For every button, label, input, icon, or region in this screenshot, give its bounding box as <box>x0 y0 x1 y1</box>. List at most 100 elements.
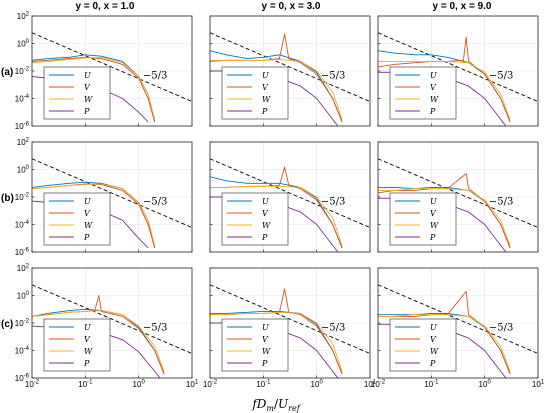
slope-label: −5/3 <box>489 196 513 207</box>
legend-label-v: V <box>84 335 91 344</box>
y-tick-label: 10-2 <box>15 193 30 203</box>
reference-slope-line <box>32 284 192 354</box>
x-axis-label-u: U <box>278 397 289 411</box>
x-tick-label: 100 <box>311 380 324 390</box>
slope-label: −5/3 <box>321 322 345 333</box>
legend-label-v: V <box>430 209 437 218</box>
legend-label-w: W <box>84 347 93 356</box>
reference-slope-line <box>210 32 370 102</box>
x-tick-label: 101 <box>532 380 545 390</box>
x-tick-label: 10-2 <box>371 380 386 390</box>
x-axis-label-sep: / <box>274 397 279 411</box>
y-tick-label: 100 <box>17 291 30 301</box>
legend-label-w: W <box>262 221 271 230</box>
panels-layer: −5/310-610-410-2100102UVWP−5/3UVWP−5/3UV… <box>15 12 545 390</box>
legend-label-w: W <box>84 221 93 230</box>
reference-slope-line <box>32 158 192 228</box>
slope-label: −5/3 <box>321 70 345 81</box>
legend-label-p: P <box>429 107 436 116</box>
row-label-b: (b) <box>1 193 14 204</box>
y-tick-label: 10-4 <box>15 220 30 230</box>
legend-box <box>389 66 457 120</box>
slope-label: −5/3 <box>143 70 167 81</box>
legend-label-u: U <box>430 323 437 332</box>
legend-box <box>43 318 111 372</box>
x-axis-label-ref: ref <box>288 404 302 413</box>
legend-label-w: W <box>430 347 439 356</box>
legend-label-u: U <box>430 71 437 80</box>
legend-box <box>43 192 111 246</box>
x-tick-label: 10-2 <box>203 380 218 390</box>
series-line-v <box>32 56 156 123</box>
legend-box <box>389 192 457 246</box>
legend-label-w: W <box>430 95 439 104</box>
legend-label-p: P <box>83 107 90 116</box>
y-tick-label: 100 <box>17 165 30 175</box>
legend-label-w: W <box>430 221 439 230</box>
y-tick-label: 10-4 <box>15 346 30 356</box>
x-tick-label: 101 <box>364 380 377 390</box>
y-tick-label: 10-6 <box>15 248 30 258</box>
legend-label-p: P <box>261 107 268 116</box>
reference-slope-line <box>210 158 370 228</box>
series-line-w <box>210 185 343 246</box>
column-title-2: y = 0, x = 3.0 <box>262 1 321 12</box>
legend-label-w: W <box>84 95 93 104</box>
y-tick-label: 10-2 <box>15 67 30 77</box>
y-tick-label: 102 <box>17 12 30 22</box>
legend-label-u: U <box>262 323 269 332</box>
reference-slope-line <box>378 158 538 228</box>
y-tick-label: 100 <box>17 39 30 49</box>
legend-label-v: V <box>84 209 91 218</box>
x-tick-label: 10-2 <box>25 380 40 390</box>
legend-label-v: V <box>262 335 269 344</box>
x-axis-label-d: D <box>256 397 267 411</box>
x-tick-label: 101 <box>186 380 199 390</box>
legend-label-v: V <box>84 83 91 92</box>
legend-box <box>221 318 289 372</box>
slope-label: −5/3 <box>143 196 167 207</box>
legend-label-p: P <box>261 359 268 368</box>
row-label-c: (c) <box>1 319 13 330</box>
legend-label-p: P <box>83 359 90 368</box>
row-label-a: (a) <box>1 67 13 78</box>
slope-label: −5/3 <box>489 70 513 81</box>
legend-label-p: P <box>429 233 436 242</box>
column-title-1: y = 0, x = 1.0 <box>76 1 135 12</box>
reference-slope-line <box>210 284 370 354</box>
slope-label: −5/3 <box>321 196 345 207</box>
series-line-w <box>378 60 511 120</box>
y-tick-label: 102 <box>17 264 30 274</box>
legend-label-v: V <box>262 83 269 92</box>
y-tick-label: 10-4 <box>15 94 30 104</box>
legend-label-p: P <box>83 233 90 242</box>
legend-label-v: V <box>430 83 437 92</box>
y-tick-label: 102 <box>17 138 30 148</box>
legend-label-p: P <box>429 359 436 368</box>
legend-label-v: V <box>430 335 437 344</box>
legend-label-u: U <box>430 197 437 206</box>
series-line-w <box>210 58 343 120</box>
column-title-3: y = 0, x = 9.0 <box>433 1 492 12</box>
series-line-w <box>32 56 156 120</box>
x-axis-label-m: m <box>266 404 274 413</box>
series-line-w <box>378 188 511 246</box>
legend-label-u: U <box>262 197 269 206</box>
legend-label-u: U <box>262 71 269 80</box>
legend-label-u: U <box>84 323 91 332</box>
legend-box <box>43 66 111 120</box>
reference-slope-line <box>378 32 538 102</box>
legend-box <box>221 192 289 246</box>
